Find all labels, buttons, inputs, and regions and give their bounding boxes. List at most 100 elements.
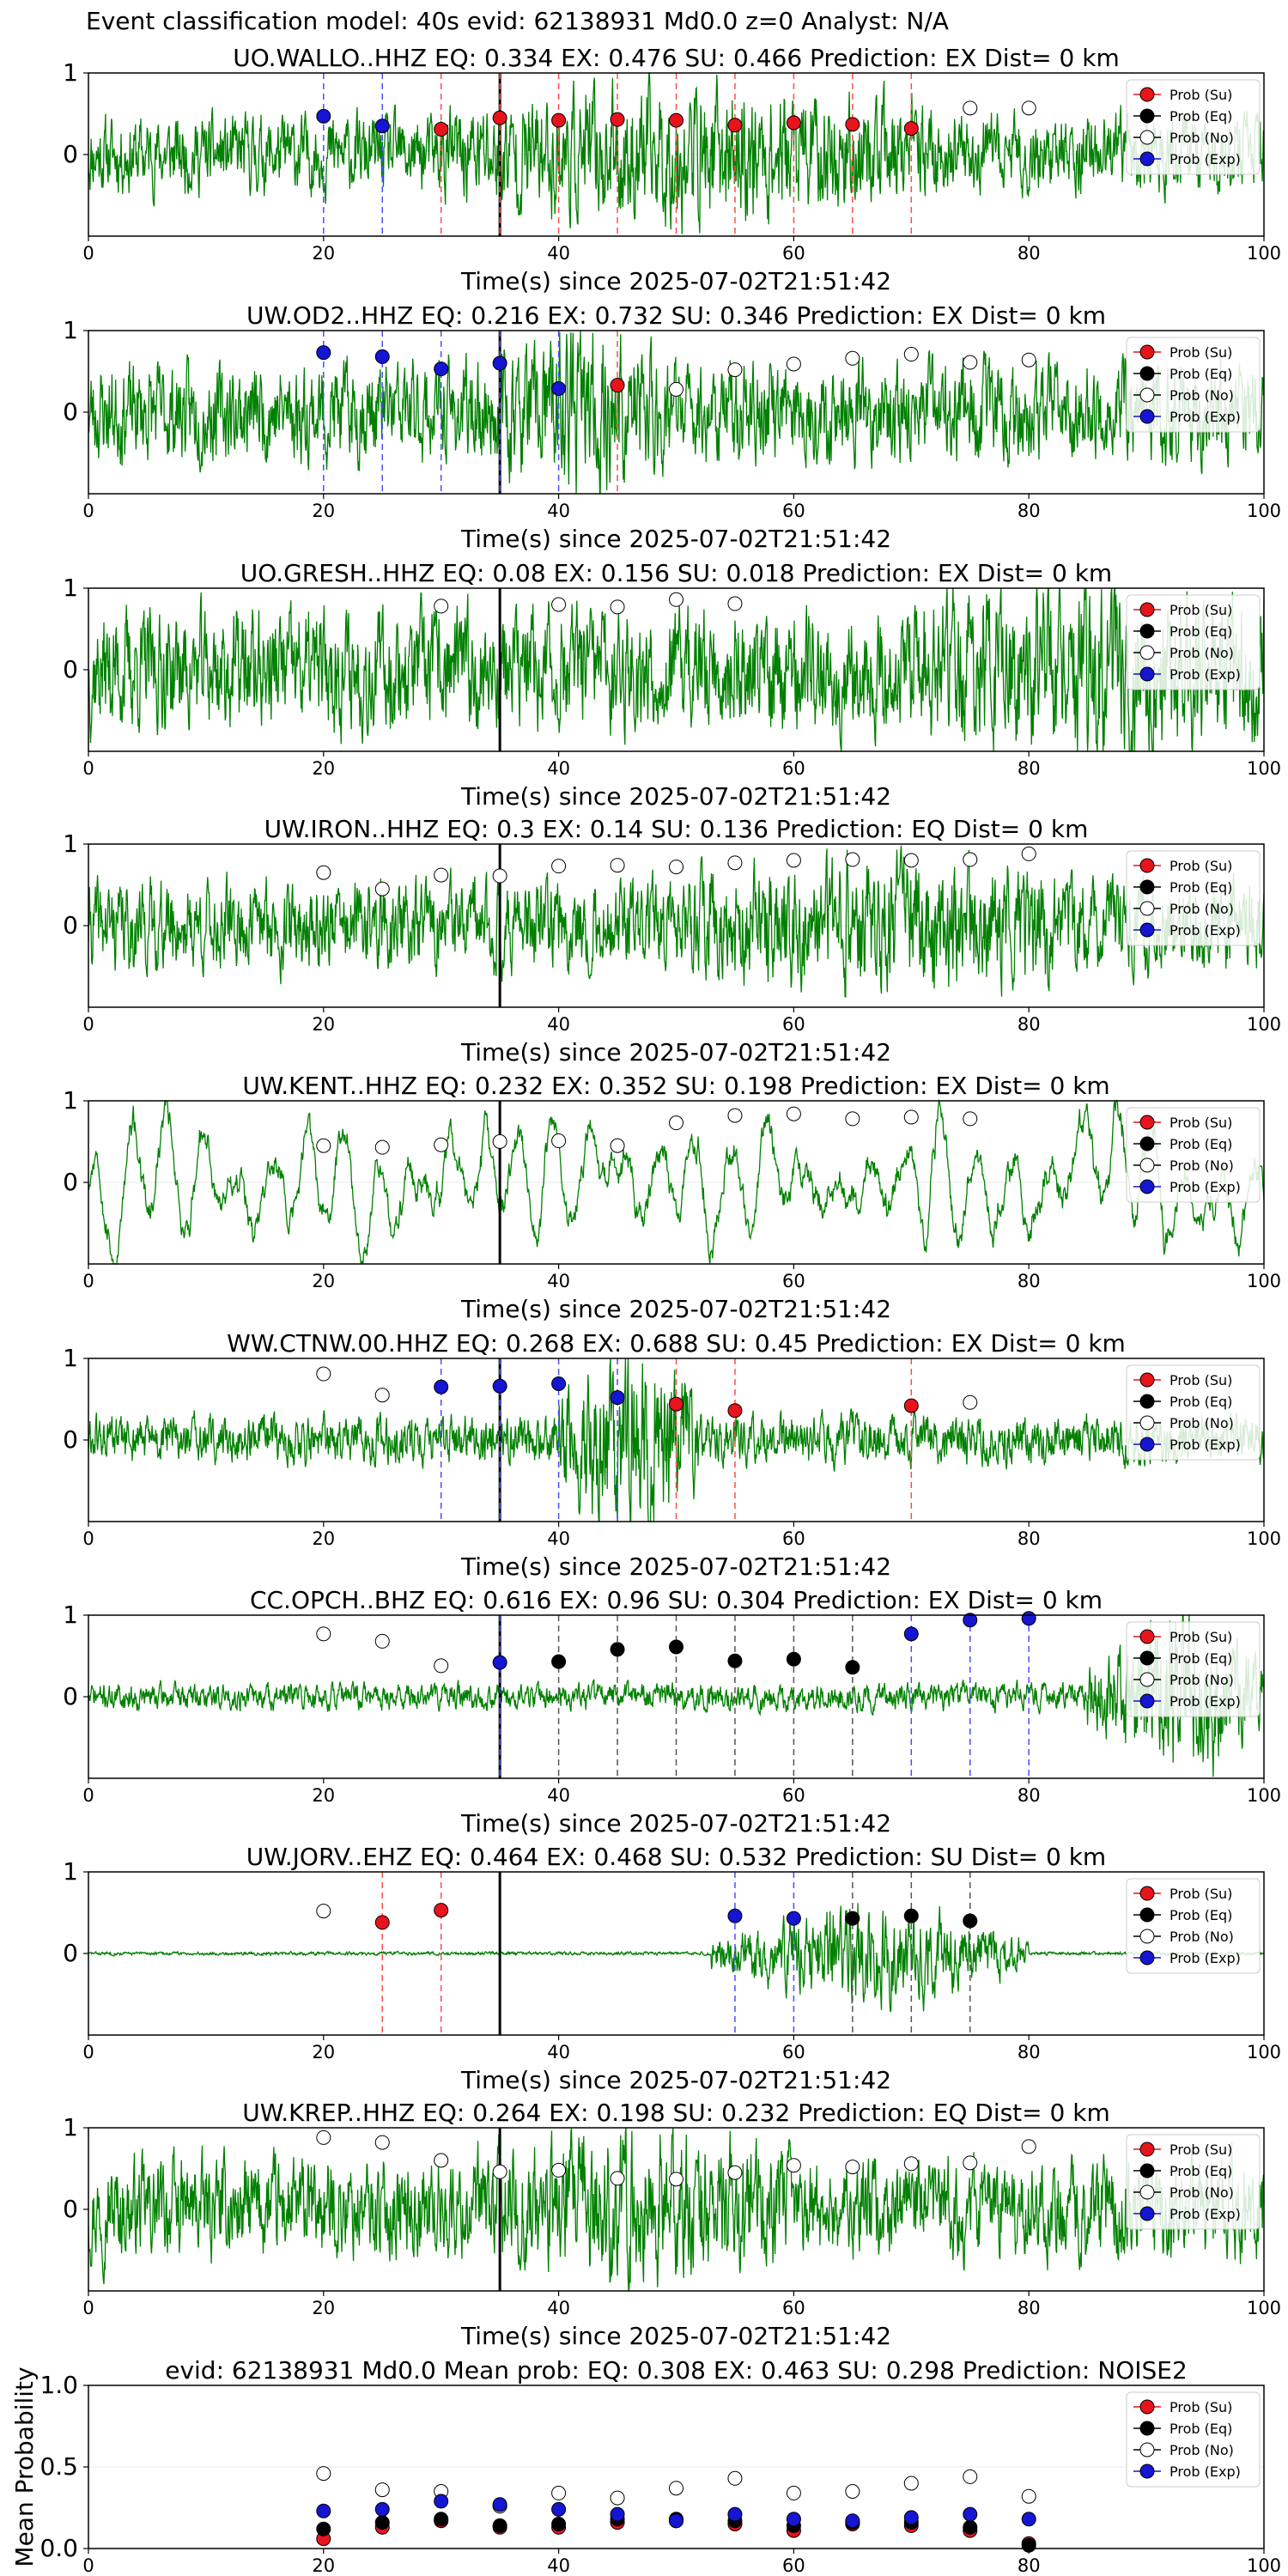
point-eq <box>551 2517 567 2531</box>
point-su <box>434 122 449 137</box>
legend-label-exp: Prob (Exp) <box>1170 1950 1241 1966</box>
x-tick-label: 60 <box>782 1528 805 1549</box>
point-su <box>669 1396 683 1412</box>
x-tick-label: 100 <box>1247 1014 1281 1035</box>
point-exp <box>551 380 567 396</box>
point-no <box>786 2158 801 2173</box>
x-tick-label: 80 <box>1018 1785 1041 1806</box>
legend-label-no: Prob (No) <box>1170 1672 1234 1688</box>
x-tick-label: 100 <box>1247 2298 1281 2318</box>
x-tick-label: 0 <box>82 1271 94 1291</box>
x-axis-label: Time(s) since 2025-07-02T21:51:42 <box>460 2066 891 2094</box>
point-exp <box>786 1911 801 1926</box>
point-no <box>786 1106 801 1121</box>
legend-label-su: Prob (Su) <box>1170 2399 1232 2415</box>
point-no <box>551 859 567 874</box>
subplot-title: WW.CTNW.00.HHZ EQ: 0.268 EX: 0.688 SU: 0… <box>227 1329 1126 1358</box>
legend-label-exp: Prob (Exp) <box>1170 151 1241 167</box>
legend-label-exp: Prob (Exp) <box>1170 1437 1241 1453</box>
point-no <box>727 855 743 871</box>
point-no <box>610 2490 625 2506</box>
legend-marker-exp <box>1139 1950 1155 1965</box>
legend-label-exp: Prob (Exp) <box>1170 922 1241 939</box>
point-eq <box>963 1913 978 1929</box>
x-tick-label: 20 <box>312 2298 335 2318</box>
point-su <box>786 115 801 131</box>
y-tick-label: 0 <box>63 140 78 168</box>
point-su <box>727 118 743 133</box>
legend-marker-su <box>1139 1886 1155 1901</box>
x-tick-label: 80 <box>1018 501 1041 521</box>
x-tick-label: 60 <box>782 1785 805 1806</box>
subplot-title: UW.KREP..HHZ EQ: 0.264 EX: 0.198 SU: 0.2… <box>242 2099 1109 2127</box>
point-no <box>845 2160 860 2175</box>
x-tick-label: 100 <box>1247 1271 1281 1291</box>
point-exp <box>1021 1611 1036 1626</box>
y-tick-label: 1 <box>63 829 78 858</box>
point-eq <box>434 2512 449 2527</box>
legend-box <box>1126 2134 1261 2230</box>
legend-label-eq: Prob (Eq) <box>1170 366 1232 382</box>
x-tick-label: 20 <box>312 1271 335 1291</box>
x-tick-label: 0 <box>82 758 94 779</box>
point-eq <box>963 2519 978 2535</box>
point-no <box>903 2476 919 2491</box>
point-no <box>434 867 449 883</box>
legend-marker-no <box>1139 1929 1155 1944</box>
legend-marker-no <box>1139 645 1155 660</box>
point-no <box>727 1108 743 1123</box>
point-eq <box>492 2518 507 2533</box>
legend-marker-no <box>1139 2442 1155 2458</box>
y-tick-label: 0 <box>63 911 78 939</box>
point-exp <box>727 1908 743 1923</box>
legend-marker-exp <box>1139 1693 1155 1709</box>
legend-label-su: Prob (Su) <box>1170 1629 1232 1645</box>
legend-label-eq: Prob (Eq) <box>1170 108 1232 125</box>
subplot-title: UW.JORV..EHZ EQ: 0.464 EX: 0.468 SU: 0.5… <box>246 1843 1106 1871</box>
legend-box <box>1126 1364 1261 1461</box>
point-exp <box>374 118 390 134</box>
x-tick-label: 0 <box>82 1785 94 1806</box>
point-no <box>845 350 860 366</box>
legend-box <box>1126 2391 1261 2488</box>
x-tick-label: 100 <box>1247 2555 1281 2576</box>
subplot-title: UW.IRON..HHZ EQ: 0.3 EX: 0.14 SU: 0.136 … <box>264 815 1089 843</box>
point-no <box>551 2485 567 2500</box>
point-eq <box>551 1654 567 1669</box>
point-no <box>374 881 390 896</box>
legend-marker-exp <box>1139 2464 1155 2479</box>
x-tick-label: 20 <box>312 243 335 264</box>
point-su <box>845 117 860 132</box>
legend-box <box>1126 594 1261 690</box>
subplot-2: UW.OD2..HHZ EQ: 0.216 EX: 0.732 SU: 0.34… <box>63 301 1281 553</box>
x-tick-label: 60 <box>782 2555 805 2576</box>
point-su <box>669 112 683 128</box>
legend-label-no: Prob (No) <box>1170 387 1234 404</box>
legend-label-no: Prob (No) <box>1170 901 1234 917</box>
point-exp <box>316 345 331 361</box>
x-tick-label: 0 <box>82 2555 94 2576</box>
waveform-trace <box>88 330 1265 495</box>
x-tick-label: 0 <box>82 2298 94 2318</box>
point-no <box>1021 846 1036 861</box>
x-axis-label: Time(s) since 2025-07-02T21:51:42 <box>460 525 891 553</box>
point-su <box>903 121 919 137</box>
point-exp <box>316 2503 331 2518</box>
point-no <box>727 362 743 378</box>
x-tick-label: 60 <box>782 758 805 779</box>
point-no <box>963 1111 978 1127</box>
point-no <box>1021 2488 1036 2504</box>
point-no <box>374 1139 390 1155</box>
waveform-trace <box>88 845 1265 999</box>
y-tick-label: 0.0 <box>39 2534 78 2562</box>
x-tick-label: 0 <box>82 1528 94 1549</box>
point-exp <box>551 1376 567 1391</box>
point-no <box>434 2153 449 2168</box>
legend-marker-eq <box>1139 2421 1155 2436</box>
point-no <box>492 2164 507 2179</box>
y-tick-label: 1 <box>63 2113 78 2142</box>
legend-label-eq: Prob (Eq) <box>1170 2421 1232 2437</box>
x-tick-label: 100 <box>1247 2042 1281 2063</box>
subplot-10: evid: 62138931 Md0.0 Mean prob: EQ: 0.30… <box>10 2356 1281 2576</box>
legend-label-no: Prob (No) <box>1170 1157 1234 1174</box>
